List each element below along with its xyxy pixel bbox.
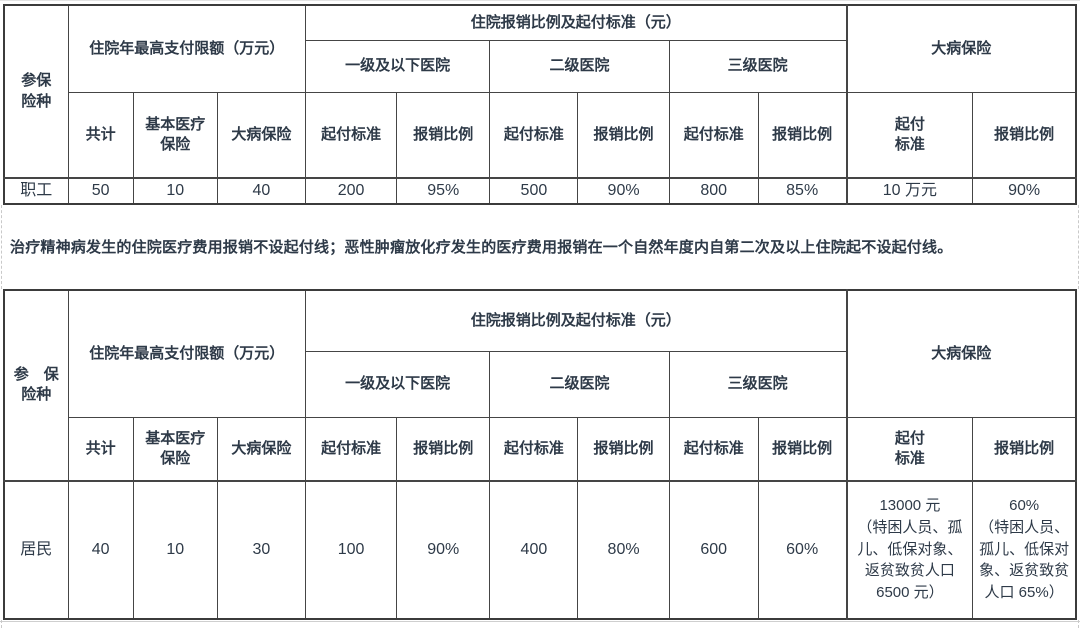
- cell-basic: 10: [132, 479, 218, 620]
- cell-major-deductible: 13000 元 （特困人员、孤儿、低保对象、返贫致贫人口 6500 元）: [845, 479, 974, 620]
- resident-insurance-table: 参 保 险种 住院年最高支付限额（万元） 住院报销比例及起付标准（元） 大病保险…: [3, 288, 1077, 620]
- header-deductible-tier3: 起付标准: [668, 417, 759, 482]
- header-basic-medical: 基本医疗 保险: [132, 417, 218, 482]
- row-label: 居民: [3, 479, 69, 620]
- table-row-employee: 职工 50 10 40 200 95% 500 90% 800 85% 10 万…: [3, 177, 1077, 205]
- note-band: 治疗精神病发生的住院医疗费用报销不设起付线；恶性肿瘤放化疗发生的医疗费用报销在一…: [1, 204, 1079, 289]
- cell-total: 50: [67, 177, 134, 205]
- table-row-resident: 居民 40 10 30 100 90% 400 80% 600 60% 1300…: [3, 479, 1077, 620]
- header-major-illness-sub: 大病保险: [216, 417, 307, 482]
- page-tail: [1, 619, 1079, 628]
- cell-t3-deductible: 600: [668, 479, 759, 620]
- header-ratio-tier1: 报销比例: [396, 417, 491, 482]
- cell-major-limit: 30: [216, 479, 307, 620]
- header-reimb-group: 住院报销比例及起付标准（元）: [305, 289, 848, 353]
- cell-t1-deductible: 200: [305, 177, 398, 205]
- cell-t1-ratio: 95%: [396, 177, 491, 205]
- header-major-deductible: 起付 标准: [845, 417, 974, 482]
- cell-t2-deductible: 400: [489, 479, 579, 620]
- header-deductible-tier2: 起付标准: [489, 91, 579, 179]
- header-hospital-tier2: 二级医院: [489, 39, 670, 93]
- cell-t2-ratio: 90%: [577, 177, 670, 205]
- cell-major-ratio: 90%: [972, 177, 1077, 205]
- header-insured-type: 参保 险种: [3, 4, 69, 179]
- header-major-illness-group: 大病保险: [845, 289, 1077, 419]
- cell-basic: 10: [132, 177, 218, 205]
- cell-t3-ratio: 85%: [757, 177, 848, 205]
- header-hospital-tier3: 三级医院: [668, 39, 848, 93]
- header-ratio-tier2: 报销比例: [577, 91, 670, 179]
- cell-major-deductible: 10 万元: [845, 177, 974, 205]
- header-reimb-group: 住院报销比例及起付标准（元）: [305, 4, 848, 41]
- cell-t3-ratio: 60%: [757, 479, 848, 620]
- header-major-ratio: 报销比例: [972, 91, 1077, 179]
- header-major-deductible: 起付 标准: [845, 91, 974, 179]
- header-major-illness-group: 大病保险: [845, 4, 1077, 93]
- header-total: 共计: [67, 91, 134, 179]
- cell-t1-ratio: 90%: [396, 479, 491, 620]
- employee-insurance-table: 参保 险种 住院年最高支付限额（万元） 住院报销比例及起付标准（元） 大病保险 …: [3, 4, 1077, 205]
- header-ratio-tier3: 报销比例: [757, 417, 848, 482]
- cell-t2-ratio: 80%: [577, 479, 670, 620]
- cell-t3-deductible: 800: [668, 177, 759, 205]
- cell-major-limit: 40: [216, 177, 307, 205]
- header-hospital-tier2: 二级医院: [489, 351, 670, 419]
- cell-t1-deductible: 100: [305, 479, 398, 620]
- header-basic-medical: 基本医疗 保险: [132, 91, 218, 179]
- row-label: 职工: [3, 177, 69, 205]
- header-deductible-tier1: 起付标准: [305, 91, 398, 179]
- header-major-ratio: 报销比例: [972, 417, 1077, 482]
- cell-t2-deductible: 500: [489, 177, 579, 205]
- header-ratio-tier3: 报销比例: [757, 91, 848, 179]
- header-major-illness-sub: 大病保险: [216, 91, 307, 179]
- header-insured-type: 参 保 险种: [3, 289, 69, 482]
- header-hospital-tier1: 一级及以下医院: [305, 351, 491, 419]
- note-text: 治疗精神病发生的住院医疗费用报销不设起付线；恶性肿瘤放化疗发生的医疗费用报销在一…: [10, 239, 953, 257]
- header-hospital-tier1: 一级及以下医院: [305, 39, 491, 93]
- header-max-pay-group: 住院年最高支付限额（万元）: [67, 4, 307, 93]
- header-deductible-tier2: 起付标准: [489, 417, 579, 482]
- header-deductible-tier1: 起付标准: [305, 417, 398, 482]
- header-deductible-tier3: 起付标准: [668, 91, 759, 179]
- header-max-pay-group: 住院年最高支付限额（万元）: [67, 289, 307, 419]
- cell-total: 40: [67, 479, 134, 620]
- cell-major-ratio: 60% （特困人员、孤儿、低保对象、返贫致贫人口 65%）: [972, 479, 1077, 620]
- header-total: 共计: [67, 417, 134, 482]
- header-hospital-tier3: 三级医院: [668, 351, 848, 419]
- header-ratio-tier2: 报销比例: [577, 417, 670, 482]
- header-ratio-tier1: 报销比例: [396, 91, 491, 179]
